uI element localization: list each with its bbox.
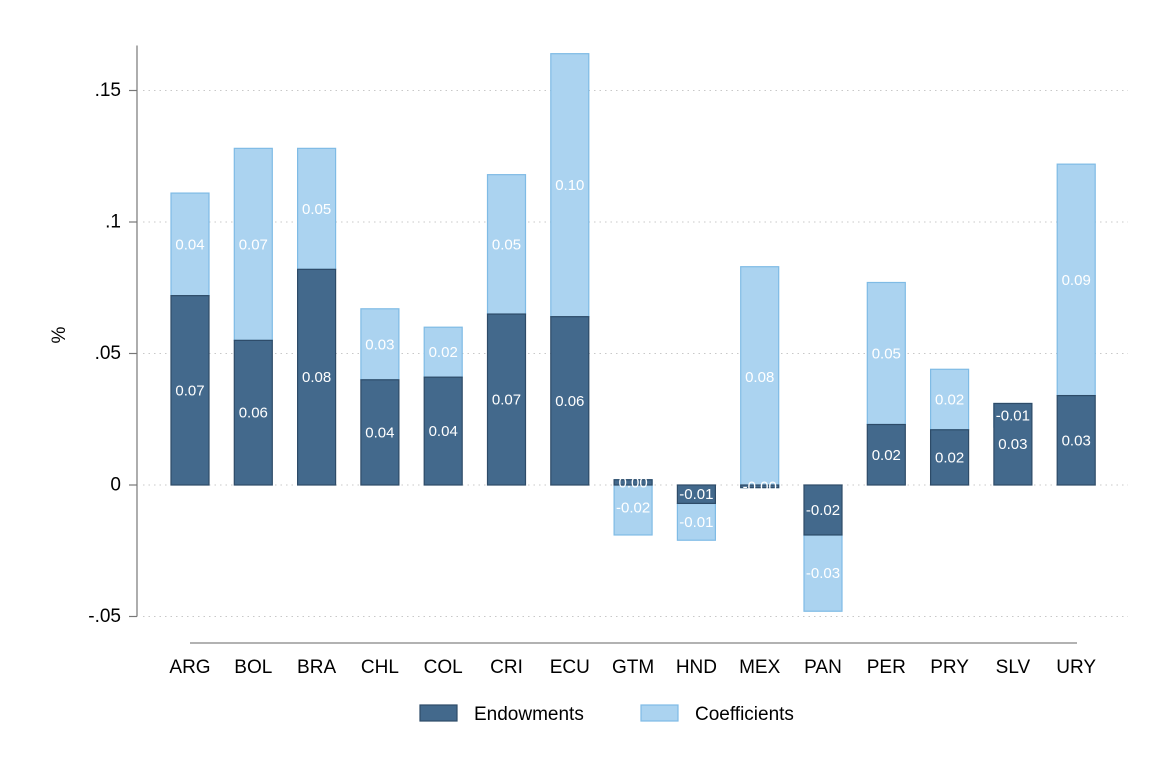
bar-endowments-slv — [993, 402, 1033, 486]
bar-endowments-pan — [803, 484, 843, 536]
bar-endowments-cri — [486, 313, 527, 486]
bar-endowments-chl — [360, 379, 400, 486]
bar-endowments-ury — [1056, 394, 1096, 486]
bars: 0.07 0.04 0.06 0.07 0.08 0.05 0.04 0.03 0.04 0.02… — [170, 53, 1096, 612]
bar-endowments-bol — [233, 339, 273, 486]
bar-coefficients-cri — [486, 174, 527, 315]
legend-swatch-coefficients — [640, 704, 679, 722]
data-label-endowments-ecu: 0.06 — [555, 393, 584, 410]
bar-endowments-bra — [297, 268, 337, 486]
bar-coefficients-pan — [803, 534, 843, 612]
x-tick-label-ury: URY — [1056, 657, 1096, 678]
data-label-coefficients-pry: 0.02 — [935, 392, 964, 409]
x-tick-label-cri: CRI — [490, 657, 523, 678]
data-label-coefficients-cri: 0.05 — [492, 236, 521, 253]
data-label-endowments-col: 0.04 — [429, 423, 458, 440]
bar-coefficients-bol — [233, 147, 273, 341]
bar-coefficients-ury — [1056, 163, 1096, 397]
x-axis: ARG BOL BRA CHL COL CRI ECU GTM HND MEX PAN PER PRY S… — [169, 642, 1096, 678]
data-label-endowments-slv: 0.03 — [998, 436, 1027, 453]
data-label-endowments-mex: -0.00 — [743, 478, 777, 495]
bar-endowments-arg — [170, 295, 210, 486]
x-tick-label-slv: SLV — [996, 657, 1031, 678]
data-label-coefficients-gtm: -0.02 — [616, 499, 650, 516]
x-tick-label-hnd: HND — [676, 657, 717, 678]
bar-coefficients-pry — [929, 368, 970, 431]
data-label-endowments-per: 0.02 — [872, 447, 901, 464]
gridlines — [143, 90, 1128, 617]
data-label-coefficients-pan: -0.03 — [806, 565, 840, 582]
data-label-coefficients-slv: -0.01 — [996, 407, 1030, 424]
data-label-endowments-bra: 0.08 — [302, 369, 331, 386]
data-label-endowments-ury: 0.03 — [1062, 432, 1091, 449]
y-tick-label: 0 — [110, 475, 121, 496]
y-tick-label: -.05 — [88, 606, 121, 627]
bar-coefficients-arg — [170, 192, 210, 297]
data-label-endowments-gtm: 0.00 — [618, 474, 647, 491]
y-tick-label: .05 — [95, 343, 121, 364]
data-label-coefficients-ury: 0.09 — [1062, 272, 1091, 289]
bar-coefficients-mex — [740, 266, 780, 489]
bar-endowments-mex — [740, 484, 780, 489]
data-label-coefficients-mex: 0.08 — [745, 369, 774, 386]
bar-coefficients-hnd — [676, 502, 717, 541]
legend: Endowments Coefficients — [419, 704, 794, 725]
data-label-coefficients-arg: 0.04 — [175, 236, 204, 253]
x-tick-label-pan: PAN — [804, 657, 842, 678]
legend-label-endowments: Endowments — [474, 704, 584, 725]
bar-coefficients-bra — [297, 147, 337, 270]
y-tick-label: .1 — [105, 212, 121, 233]
data-label-endowments-arg: 0.07 — [175, 382, 204, 399]
data-label-endowments-cri: 0.07 — [492, 392, 521, 409]
data-label-endowments-chl: 0.04 — [365, 424, 394, 441]
x-tick-label-bra: BRA — [297, 657, 336, 678]
bar-endowments-hnd — [676, 484, 717, 505]
data-label-coefficients-hnd: -0.01 — [679, 514, 713, 531]
x-tick-label-col: COL — [424, 657, 463, 678]
y-axis: -.05 0 .05 .1 .15 — [88, 45, 138, 627]
data-label-coefficients-bra: 0.05 — [302, 201, 331, 218]
x-tick-label-bol: BOL — [234, 657, 272, 678]
x-tick-label-arg: ARG — [169, 657, 210, 678]
x-tick-label-mex: MEX — [739, 657, 781, 678]
y-tick-label: .15 — [95, 80, 121, 101]
bar-endowments-pry — [929, 429, 970, 486]
data-label-coefficients-col: 0.02 — [429, 344, 458, 361]
bar-endowments-per — [866, 423, 906, 486]
data-label-coefficients-per: 0.05 — [872, 346, 901, 363]
x-tick-label-per: PER — [867, 657, 906, 678]
x-tick-label-chl: CHL — [361, 657, 399, 678]
bar-coefficients-gtm — [613, 479, 653, 536]
data-label-endowments-hnd: -0.01 — [679, 486, 713, 503]
x-tick-label-pry: PRY — [930, 657, 969, 678]
data-label-endowments-pry: 0.02 — [935, 449, 964, 466]
data-label-coefficients-bol: 0.07 — [239, 236, 268, 253]
bar-endowments-ecu — [550, 316, 590, 486]
y-axis-label: % — [49, 326, 70, 343]
legend-swatch-endowments — [419, 704, 458, 722]
bar-coefficients-ecu — [550, 53, 590, 318]
legend-label-coefficients: Coefficients — [695, 704, 794, 725]
bar-endowments-col — [423, 376, 463, 486]
x-tick-label-ecu: ECU — [550, 657, 590, 678]
data-label-endowments-pan: -0.02 — [806, 502, 840, 519]
data-label-coefficients-chl: 0.03 — [365, 336, 394, 353]
data-label-coefficients-ecu: 0.10 — [555, 177, 584, 194]
x-tick-label-gtm: GTM — [612, 657, 654, 678]
bar-endowments-gtm — [613, 479, 653, 486]
data-label-endowments-bol: 0.06 — [239, 405, 268, 422]
